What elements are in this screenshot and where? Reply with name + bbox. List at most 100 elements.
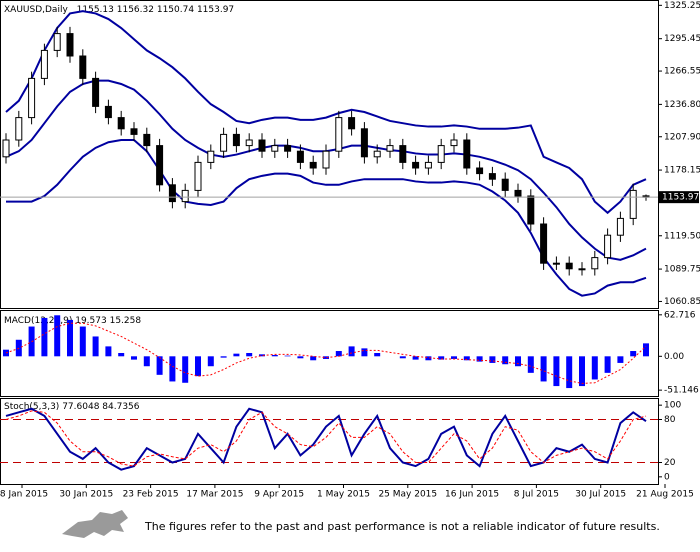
candle-body bbox=[271, 145, 279, 152]
y-tick-label: 62.716 bbox=[664, 310, 696, 320]
y-tick-label: 0.00 bbox=[664, 352, 684, 362]
macd-bar bbox=[259, 354, 265, 357]
symbol: XAUUSD,Daily bbox=[4, 5, 68, 15]
candle-body bbox=[15, 117, 23, 141]
macd-bar bbox=[617, 356, 624, 363]
candle-body bbox=[463, 139, 471, 169]
candle-body bbox=[284, 145, 292, 152]
candle-body bbox=[130, 128, 138, 135]
x-tick-label: 30 Jul 2015 bbox=[575, 490, 626, 500]
y-tick-label: 1178.15 bbox=[664, 166, 700, 176]
last-high: 1156.32 bbox=[117, 5, 154, 15]
macd-bar bbox=[220, 356, 227, 358]
current-price-box bbox=[659, 191, 699, 204]
macd-bar bbox=[553, 356, 560, 387]
candle-body bbox=[156, 145, 164, 186]
candle-body bbox=[207, 150, 215, 163]
candle-body bbox=[604, 234, 612, 259]
candle-body bbox=[629, 189, 637, 219]
macd-bar bbox=[463, 356, 470, 361]
candle-body bbox=[28, 77, 36, 119]
macd-bar bbox=[118, 353, 125, 357]
candle-body bbox=[348, 117, 356, 130]
macd-bar bbox=[92, 336, 99, 357]
panel-frame bbox=[0, 0, 659, 309]
last-low: 1150.74 bbox=[157, 5, 194, 15]
x-tick-label: 16 Jun 2015 bbox=[445, 490, 499, 500]
macd-signal-value: 15.258 bbox=[110, 316, 142, 326]
candle-body bbox=[616, 217, 624, 236]
macd-bar bbox=[438, 356, 445, 360]
macd-bar bbox=[131, 356, 137, 360]
stoch-line bbox=[5, 410, 647, 467]
candle-body bbox=[194, 161, 202, 191]
y-tick-label: 1060.85 bbox=[664, 297, 700, 307]
candle-body bbox=[386, 145, 394, 152]
y-tick-label: 1325.25 bbox=[664, 1, 700, 11]
candle-body bbox=[424, 161, 432, 169]
macd-bar bbox=[566, 356, 573, 389]
macd-header: MACD(12,26,9) 19.573 15.258 bbox=[4, 316, 141, 326]
y-tick-label: 100 bbox=[664, 401, 681, 411]
candle-body bbox=[117, 117, 125, 130]
candle-body bbox=[79, 55, 87, 79]
panel-frame bbox=[0, 398, 659, 485]
x-tick-label: 23 Feb 2015 bbox=[123, 490, 179, 500]
logo bbox=[62, 510, 128, 538]
candle-body bbox=[296, 150, 304, 163]
candle-body bbox=[412, 161, 420, 169]
macd-bar bbox=[335, 351, 342, 357]
macd-bar bbox=[79, 326, 86, 357]
candle-body bbox=[578, 268, 586, 271]
macd-bar bbox=[579, 356, 585, 387]
macd-bar bbox=[643, 343, 649, 357]
macd-title: MACD(12,26,9) bbox=[4, 316, 72, 326]
disclaimer: The figures refer to the past and past p… bbox=[144, 520, 660, 533]
y-tick-label: 80 bbox=[664, 415, 676, 425]
y-tick-label: 0 bbox=[664, 472, 670, 482]
candle-body bbox=[565, 262, 573, 270]
macd-bar bbox=[604, 356, 611, 373]
current-price-label: 1153.97 bbox=[662, 193, 699, 203]
candle-body bbox=[220, 133, 228, 152]
x-tick-label: 17 Mar 2015 bbox=[186, 490, 243, 500]
macd-bar bbox=[540, 356, 547, 382]
candle-body bbox=[309, 161, 317, 169]
y-tick-label: -51.146 bbox=[664, 386, 699, 396]
stoch-signal-value: 84.7356 bbox=[102, 402, 139, 412]
x-tick-label: 21 Aug 2015 bbox=[636, 490, 694, 500]
macd-value: 19.573 bbox=[75, 316, 107, 326]
macd-bar bbox=[412, 356, 419, 360]
y-tick-label: 20 bbox=[664, 458, 676, 468]
macd-bar bbox=[195, 356, 201, 377]
price-header: XAUUSD,Daily 1155.13 1156.32 1150.74 115… bbox=[4, 5, 234, 15]
candle-body bbox=[40, 49, 48, 79]
candle-body bbox=[168, 184, 176, 203]
x-tick-label: 30 Jan 2015 bbox=[59, 490, 113, 500]
candle-body bbox=[450, 139, 458, 147]
macd-bar bbox=[310, 356, 317, 361]
candle-body bbox=[181, 189, 189, 203]
panel-frame bbox=[0, 310, 659, 397]
macd-bar bbox=[630, 351, 637, 357]
stoch-title: Stoch(5,3,3) bbox=[4, 402, 59, 412]
y-tick-label: 1236.80 bbox=[664, 100, 700, 110]
y-tick-label: 1089.75 bbox=[664, 265, 700, 275]
x-tick-label: 25 May 2015 bbox=[378, 490, 437, 500]
candle-body bbox=[322, 150, 330, 169]
candle-body bbox=[232, 133, 240, 147]
macd-bar bbox=[169, 356, 176, 382]
macd-bar bbox=[143, 356, 150, 367]
candle-body bbox=[66, 33, 74, 57]
stoch-main-value: 77.6048 bbox=[62, 402, 99, 412]
candle-body bbox=[540, 223, 548, 264]
macd-bar bbox=[54, 315, 61, 357]
candle-body bbox=[501, 178, 509, 191]
macd-bar bbox=[515, 356, 521, 367]
macd-bar bbox=[233, 353, 240, 357]
macd-bar bbox=[41, 317, 48, 357]
candle-body bbox=[335, 117, 343, 152]
x-tick-label: 8 Jan 2015 bbox=[0, 490, 48, 500]
last-close: 1153.97 bbox=[197, 5, 234, 15]
